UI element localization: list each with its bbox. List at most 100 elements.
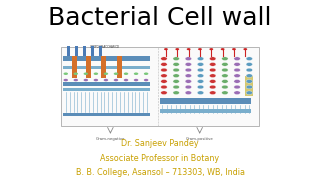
Circle shape <box>173 74 179 78</box>
Circle shape <box>63 79 68 81</box>
Circle shape <box>234 57 240 60</box>
Circle shape <box>161 74 167 78</box>
Circle shape <box>144 79 148 81</box>
Bar <box>86 56 91 78</box>
Text: Gram-negative: Gram-negative <box>96 137 125 141</box>
Bar <box>76 46 78 56</box>
Circle shape <box>74 79 78 81</box>
Circle shape <box>134 79 138 81</box>
Circle shape <box>197 63 204 66</box>
Circle shape <box>222 63 228 66</box>
Circle shape <box>173 68 179 72</box>
Circle shape <box>232 48 236 50</box>
Bar <box>245 76 253 96</box>
Circle shape <box>173 63 179 66</box>
Circle shape <box>161 63 167 66</box>
Circle shape <box>210 85 216 89</box>
Circle shape <box>134 73 138 75</box>
Circle shape <box>246 68 252 72</box>
Circle shape <box>175 48 179 50</box>
Circle shape <box>222 80 228 83</box>
Circle shape <box>198 48 202 50</box>
Circle shape <box>104 79 108 81</box>
Circle shape <box>210 74 216 78</box>
Circle shape <box>221 48 225 50</box>
Circle shape <box>161 68 167 72</box>
Circle shape <box>197 85 204 89</box>
Circle shape <box>185 63 192 66</box>
Circle shape <box>185 80 192 83</box>
Circle shape <box>197 80 204 83</box>
Circle shape <box>124 79 128 81</box>
Circle shape <box>173 91 179 95</box>
Circle shape <box>124 73 128 75</box>
Bar <box>63 88 150 91</box>
Circle shape <box>234 85 240 89</box>
Circle shape <box>210 63 216 66</box>
Text: Gram-positive: Gram-positive <box>186 137 213 141</box>
Bar <box>101 56 107 78</box>
Circle shape <box>222 85 228 89</box>
Circle shape <box>63 73 68 75</box>
Circle shape <box>173 85 179 89</box>
Text: LIPOPOLYSACCHARIDE: LIPOPOLYSACCHARIDE <box>89 45 120 49</box>
Circle shape <box>246 63 252 66</box>
Bar <box>68 46 70 56</box>
Circle shape <box>197 74 204 78</box>
Circle shape <box>222 91 228 95</box>
Circle shape <box>185 74 192 78</box>
Circle shape <box>94 73 98 75</box>
Circle shape <box>209 48 213 50</box>
Circle shape <box>161 85 167 89</box>
Circle shape <box>161 91 167 95</box>
Circle shape <box>185 85 192 89</box>
Circle shape <box>234 74 240 78</box>
Circle shape <box>173 80 179 83</box>
Circle shape <box>185 91 192 95</box>
Circle shape <box>222 57 228 60</box>
Circle shape <box>222 68 228 72</box>
Circle shape <box>234 68 240 72</box>
Circle shape <box>144 73 148 75</box>
Circle shape <box>161 80 167 83</box>
Text: Associate Professor in Botany: Associate Professor in Botany <box>100 154 220 163</box>
Bar <box>72 56 77 78</box>
Circle shape <box>197 57 204 60</box>
Bar <box>117 56 122 78</box>
Text: Dr. Sanjeev Pandey: Dr. Sanjeev Pandey <box>121 140 199 148</box>
Circle shape <box>197 91 204 95</box>
Circle shape <box>210 80 216 83</box>
Circle shape <box>114 73 118 75</box>
Circle shape <box>234 63 240 66</box>
Bar <box>99 46 102 56</box>
Circle shape <box>244 48 247 50</box>
Circle shape <box>246 91 252 95</box>
Circle shape <box>246 80 252 83</box>
Bar <box>61 47 259 126</box>
Circle shape <box>210 57 216 60</box>
Circle shape <box>187 48 190 50</box>
Circle shape <box>210 91 216 95</box>
Circle shape <box>104 73 108 75</box>
Bar <box>160 109 251 112</box>
Bar <box>83 46 86 56</box>
Circle shape <box>74 73 78 75</box>
Circle shape <box>173 57 179 60</box>
Circle shape <box>246 85 252 89</box>
Circle shape <box>161 57 167 60</box>
Circle shape <box>246 74 252 78</box>
Bar <box>63 66 150 69</box>
Circle shape <box>234 80 240 83</box>
Circle shape <box>234 91 240 95</box>
Bar <box>91 46 94 56</box>
Circle shape <box>84 79 88 81</box>
Text: Bacterial Cell wall: Bacterial Cell wall <box>48 6 272 30</box>
Bar <box>160 98 251 104</box>
Circle shape <box>84 73 88 75</box>
Bar <box>63 82 150 86</box>
Circle shape <box>185 57 192 60</box>
Circle shape <box>94 79 98 81</box>
Circle shape <box>197 68 204 72</box>
Circle shape <box>210 68 216 72</box>
Circle shape <box>222 74 228 78</box>
